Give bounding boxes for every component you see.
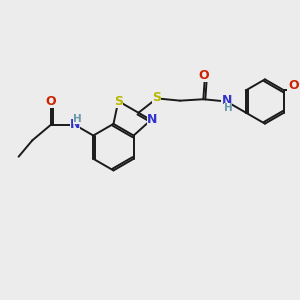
Text: H: H	[73, 114, 82, 124]
Text: H: H	[224, 103, 233, 113]
Text: N: N	[70, 118, 80, 131]
Text: O: O	[45, 95, 56, 108]
Text: O: O	[289, 79, 299, 92]
Text: N: N	[147, 113, 158, 126]
Text: N: N	[221, 94, 232, 107]
Text: S: S	[152, 91, 161, 104]
Text: S: S	[114, 94, 123, 108]
Text: O: O	[198, 70, 208, 83]
